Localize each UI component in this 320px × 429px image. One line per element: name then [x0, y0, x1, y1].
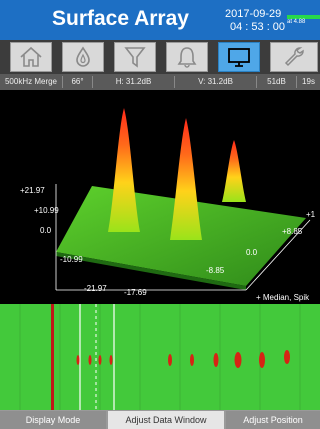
bottom-bar: Display Mode Adjust Data Window Adjust P…: [0, 410, 320, 429]
wrench-icon: [284, 47, 304, 67]
z-axis-line: [245, 219, 311, 291]
status-frequency: 500kHz Merge: [4, 77, 58, 86]
cscan-indications: [76, 350, 290, 368]
bell-icon: [177, 47, 197, 68]
x-tick-label: +8.85: [282, 227, 303, 236]
cscan-cursor-red[interactable]: [51, 304, 54, 410]
cscan-plot-2d[interactable]: [0, 304, 320, 410]
status-angle: 66°: [62, 76, 92, 88]
surface-plot-graphic: [55, 108, 311, 291]
x-tick-label: +1: [306, 210, 316, 219]
toolbar: [0, 40, 320, 74]
page-title: Surface Array: [52, 7, 189, 30]
home-icon: [20, 46, 42, 67]
battery-indicator: at 4.88: [287, 15, 320, 25]
status-strip: 500kHz Merge 66° H: 31.2dB V: 31.2dB 51d…: [0, 74, 320, 90]
status-extra: 19s: [296, 76, 320, 88]
alarm-button[interactable]: [166, 42, 208, 72]
display-button[interactable]: [218, 42, 260, 72]
peak-3: [222, 140, 246, 202]
x-tick-label: 0.0: [246, 248, 258, 257]
y-tick-label: +10.99: [34, 206, 59, 215]
peak-1: [108, 108, 140, 232]
x-tick-label: -8.85: [206, 266, 225, 275]
y-tick-label: -10.99: [60, 255, 83, 264]
surface-edge: [56, 252, 246, 290]
adjust-data-window-button[interactable]: Adjust Data Window: [108, 411, 224, 429]
time-display: 04 : 53 : 00: [230, 21, 286, 33]
monitor-icon: [228, 48, 250, 67]
settings-button[interactable]: [270, 42, 318, 72]
status-db: 51dB: [256, 76, 296, 88]
battery-text: at 4.88: [287, 19, 306, 25]
drop-button[interactable]: [62, 42, 104, 72]
cscan-graphic: [19, 304, 301, 410]
y-tick-label: -21.97: [84, 284, 107, 293]
y-tick-label: +21.97: [20, 186, 45, 195]
home-button[interactable]: [10, 42, 52, 72]
peak-2: [170, 118, 202, 240]
display-mode-button[interactable]: Display Mode: [0, 411, 106, 429]
filter-label: + Median, Spik: [256, 293, 310, 302]
filter-icon: [124, 47, 146, 68]
status-h-gain: H: 31.2dB: [92, 76, 174, 88]
adjust-position-button[interactable]: Adjust Position: [226, 411, 320, 429]
date-display: 2017-09-29: [225, 8, 282, 20]
battery-level-bar: [287, 15, 320, 19]
surface-plot-3d[interactable]: +21.97 +10.99 0.0 -10.99 -21.97 -17.69 -…: [0, 90, 320, 304]
header-bar: Surface Array 2017-09-29 04 : 53 : 00 at…: [0, 0, 320, 40]
drop-icon: [76, 46, 90, 67]
y-tick-label: 0.0: [40, 226, 52, 235]
filter-button[interactable]: [114, 42, 156, 72]
status-v-gain: V: 31.2dB: [174, 76, 256, 88]
x-tick-label: -17.69: [124, 288, 147, 297]
